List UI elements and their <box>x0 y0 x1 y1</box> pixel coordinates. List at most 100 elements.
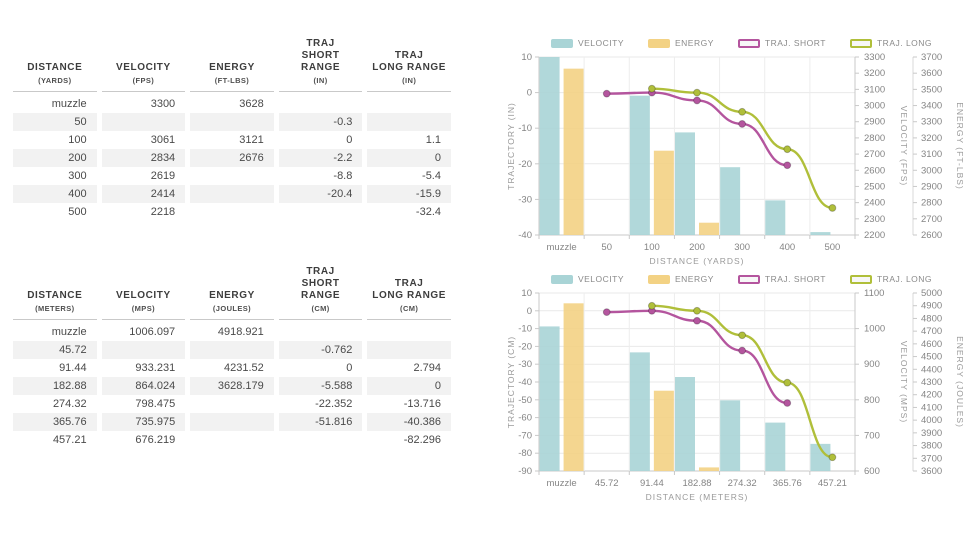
table-cell: -0.762 <box>278 341 363 359</box>
svg-text:3200: 3200 <box>921 133 942 144</box>
table-cell: 798.475 <box>135 398 176 410</box>
column-header-label: VELOCITY <box>115 62 171 73</box>
table-cell: 735.975 <box>101 413 186 431</box>
svg-text:3500: 3500 <box>921 84 942 95</box>
table-cell: -32.4 <box>415 206 441 218</box>
table-cell <box>367 113 451 131</box>
legend-label: TRAJ. SHORT <box>764 38 826 48</box>
table-cell: -2.2 <box>278 149 363 167</box>
legend-item-velocity[interactable]: VELOCITY <box>550 274 624 284</box>
svg-text:700: 700 <box>864 430 880 441</box>
svg-text:TRAJECTORY (CM): TRAJECTORY (CM) <box>506 336 516 428</box>
svg-text:3700: 3700 <box>921 453 942 464</box>
table-cell: 400 <box>13 185 97 203</box>
svg-text:-20: -20 <box>518 341 532 352</box>
column-header-label: TRAJ <box>394 278 424 289</box>
table-cell: 365.76 <box>13 413 97 431</box>
legend-item-velocity[interactable]: VELOCITY <box>550 38 624 48</box>
svg-text:4700: 4700 <box>921 326 942 337</box>
legend-label: VELOCITY <box>577 274 624 284</box>
svg-text:100: 100 <box>644 242 660 253</box>
svg-text:4500: 4500 <box>921 352 942 363</box>
column-header-label: SHORT RANGE <box>301 278 341 301</box>
svg-text:-40: -40 <box>518 377 532 388</box>
table-cell <box>279 431 363 449</box>
column-header-unit: (CM) <box>400 304 419 313</box>
table-cell <box>367 341 451 359</box>
table-row: 91.44 933.231 4231.52 0 2.794 <box>13 359 451 377</box>
svg-text:3400: 3400 <box>921 101 942 112</box>
column-header: ENERGY (FT-LBS) <box>190 38 274 92</box>
legend-swatch-velocity-icon <box>550 274 573 284</box>
table-cell: 0 <box>367 377 451 395</box>
legend-label: TRAJ. LONG <box>876 274 933 284</box>
legend-item-energy[interactable]: ENERGY <box>648 274 714 284</box>
column-header: TRAJ LONG RANGE (CM) <box>367 266 451 320</box>
legend-item-traj-short[interactable]: TRAJ. SHORT <box>737 38 826 48</box>
svg-text:ENERGY (JOULES): ENERGY (JOULES) <box>955 336 965 428</box>
column-header-label: DISTANCE <box>27 290 83 301</box>
chart-canvas: 10 0 -10 -20 -30 -40 -50 -60 -70 -80 -90 muzzle 45.7… <box>506 288 965 502</box>
table-cell: -22.352 <box>315 398 353 410</box>
svg-text:0: 0 <box>527 88 532 99</box>
legend-swatch-traj-long-icon <box>849 274 872 284</box>
svg-text:4800: 4800 <box>921 313 942 324</box>
svg-text:3600: 3600 <box>921 68 942 79</box>
column-header-label: TRAJ <box>306 266 335 277</box>
svg-text:-20: -20 <box>518 159 532 170</box>
legend-item-energy[interactable]: ENERGY <box>648 38 714 48</box>
table-cell <box>190 113 274 131</box>
table-cell <box>190 341 274 359</box>
column-header-unit: (FPS) <box>132 76 155 85</box>
imperial-chart: VELOCITY ENERGY TRAJ. SHORT TRAJ. LONG 10 0 -1… <box>505 36 978 293</box>
table-cell: -5.4 <box>422 170 441 182</box>
svg-text:2700: 2700 <box>921 214 942 225</box>
svg-text:-60: -60 <box>518 413 532 424</box>
table-cell: -40.386 <box>367 413 451 431</box>
table-cell: 3628 <box>239 98 264 110</box>
svg-text:3100: 3100 <box>921 149 942 160</box>
column-header: DISTANCE (YARDS) <box>13 38 97 92</box>
svg-text:5000: 5000 <box>921 288 942 299</box>
svg-text:2600: 2600 <box>864 165 885 176</box>
table-row: 100 3061 3121 0 1.1 <box>13 131 451 149</box>
svg-text:2900: 2900 <box>921 181 942 192</box>
table-cell: 45.72 <box>13 341 97 359</box>
table-cell <box>190 431 274 449</box>
svg-text:DISTANCE (YARDS): DISTANCE (YARDS) <box>649 256 744 266</box>
legend-item-traj-long[interactable]: TRAJ. LONG <box>849 38 932 48</box>
column-header-unit: (IN) <box>313 76 328 85</box>
svg-text:2300: 2300 <box>864 214 885 225</box>
table-cell: 4231.52 <box>224 362 264 374</box>
table-cell: 933.231 <box>135 362 176 374</box>
table-cell: 0 <box>346 134 353 146</box>
svg-text:VELOCITY (FPS): VELOCITY (FPS) <box>899 106 909 186</box>
legend-item-traj-long[interactable]: TRAJ. LONG <box>849 274 933 284</box>
table-cell <box>190 203 274 221</box>
svg-text:4000: 4000 <box>921 415 942 426</box>
table-row: 300 2619 -8.8 -5.4 <box>13 167 451 185</box>
svg-text:muzzle: muzzle <box>547 478 577 489</box>
column-header-unit: (IN) <box>402 76 417 85</box>
table-cell: 2676 <box>190 149 274 167</box>
metric-table: DISTANCE (METERS) VELOCITY (MPS) ENERGY (JOUL… <box>8 266 456 449</box>
table-cell: -15.9 <box>367 185 451 203</box>
svg-text:2500: 2500 <box>864 181 885 192</box>
table-cell: 274.32 <box>52 398 87 410</box>
legend-item-traj-short[interactable]: TRAJ. SHORT <box>737 274 826 284</box>
table-cell: 2619 <box>150 170 176 182</box>
column-header: VELOCITY (FPS) <box>101 38 186 92</box>
table-row: 182.88 864.024 3628.179 -5.588 0 <box>13 377 451 395</box>
svg-text:50: 50 <box>601 242 612 253</box>
legend-label: ENERGY <box>675 274 714 284</box>
svg-text:900: 900 <box>864 359 880 370</box>
table-row: muzzle 1006.097 4918.921 <box>13 320 451 341</box>
table-cell: 2834 <box>101 149 186 167</box>
svg-text:muzzle: muzzle <box>547 242 577 253</box>
table-cell: 4918.921 <box>217 326 264 338</box>
column-header-unit: (FT-LBS) <box>214 76 250 85</box>
table-cell: 50 <box>13 113 97 131</box>
svg-text:TRAJECTORY (IN): TRAJECTORY (IN) <box>506 102 516 190</box>
table-cell: -13.716 <box>403 398 441 410</box>
